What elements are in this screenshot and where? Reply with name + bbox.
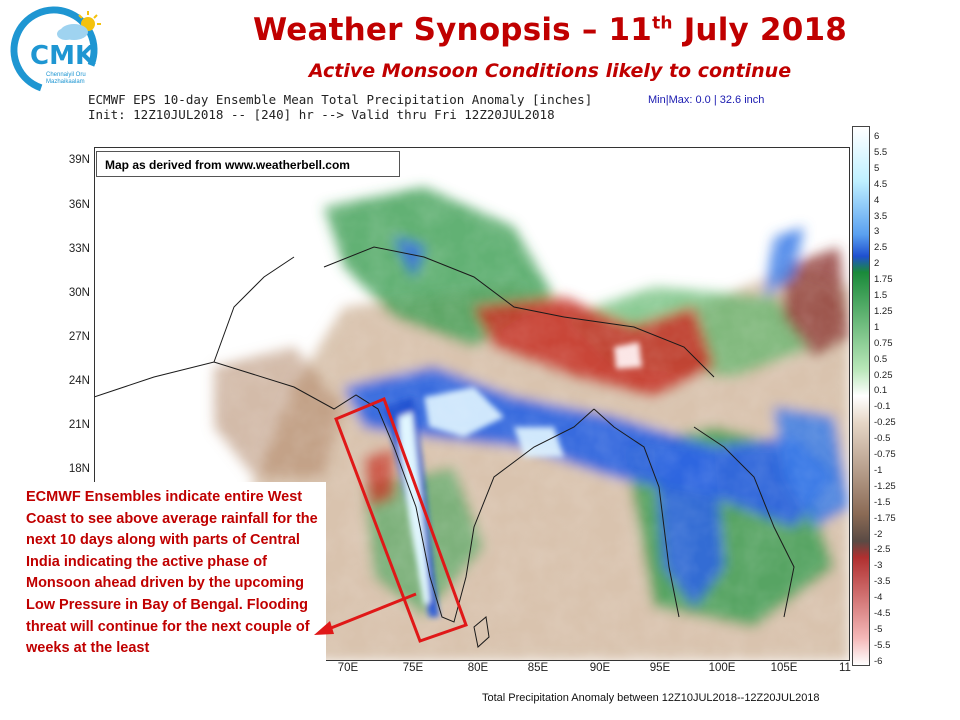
- lon-label: 11: [839, 662, 851, 674]
- colorbar: [852, 126, 870, 666]
- colorbar-label: 3: [874, 226, 880, 238]
- logo-text: CMK: [30, 41, 96, 71]
- colorbar-label: -5: [874, 623, 883, 635]
- map-footer: Total Precipitation Anomaly between 12Z1…: [482, 692, 820, 704]
- colorbar-label: -1.75: [874, 512, 896, 524]
- west-coast-highlight: [334, 397, 468, 643]
- colorbar-label: 4.5: [874, 178, 888, 190]
- map-credit: Map as derived from www.weatherbell.com: [96, 151, 400, 177]
- colorbar-label: 5: [874, 162, 880, 174]
- colorbar-label: -0.75: [874, 449, 896, 460]
- lat-label: 30N: [68, 287, 90, 299]
- page-title: Weather Synopsis – 11th July 2018: [252, 12, 848, 48]
- colorbar-label: -2.5: [874, 544, 891, 556]
- colorbar-label: -1.5: [874, 496, 891, 508]
- lat-label: 21N: [68, 419, 90, 431]
- colorbar-label: 1.75: [874, 274, 893, 286]
- colorbar-label: 1.5: [874, 290, 888, 301]
- colorbar-label: -1: [874, 464, 883, 476]
- colorbar-label: -6: [874, 655, 883, 667]
- colorbar-label: -5.5: [874, 639, 891, 651]
- colorbar-label: 3.5: [874, 210, 888, 222]
- colorbar-label: -4.5: [874, 608, 891, 619]
- colorbar-label: 0.25: [874, 369, 893, 381]
- model-minmax: Min|Max: 0.0 | 32.6 inch: [648, 94, 765, 106]
- colorbar-label: 2.5: [874, 242, 888, 254]
- cmk-logo: CMK Chennaiyil Oru Mazhaikaalam: [10, 6, 101, 94]
- colorbar-label: -0.1: [874, 401, 891, 413]
- colorbar-label: -0.5: [874, 433, 891, 445]
- logo-tagline-2: Mazhaikaalam: [46, 79, 85, 85]
- colorbar-label: 1.25: [874, 305, 893, 317]
- lat-label: 36N: [68, 199, 90, 211]
- colorbar-label: -2: [874, 528, 883, 540]
- colorbar-label: 0.1: [874, 385, 888, 397]
- logo-tagline-1: Chennaiyil Oru: [46, 72, 86, 78]
- precipitation-anomaly-map: [94, 147, 850, 661]
- model-header-line-2: Init: 12Z10JUL2018 -- [240] hr --> Valid…: [88, 107, 555, 122]
- lat-label: 18N: [68, 463, 90, 475]
- colorbar-label: 1: [874, 321, 880, 333]
- coastlines: [94, 246, 795, 648]
- callout-box: [0, 482, 326, 689]
- lat-label: 33N: [68, 243, 90, 255]
- colorbar-label: -3: [874, 560, 883, 572]
- page-subtitle: Active Monsoon Conditions likely to cont…: [308, 60, 792, 82]
- colorbar-label: -0.25: [874, 417, 896, 429]
- lon-label: 85E: [527, 662, 549, 674]
- colorbar-label: -4: [874, 592, 883, 604]
- model-header-line-1: ECMWF EPS 10-day Ensemble Mean Total Pre…: [88, 92, 593, 107]
- colorbar-label: 5.5: [874, 146, 888, 158]
- colorbar-label: 0.75: [874, 337, 893, 349]
- lon-label: 70E: [337, 662, 359, 674]
- colorbar-label: -3.5: [874, 576, 891, 588]
- lon-label: 100E: [708, 662, 736, 674]
- lat-label: 27N: [68, 331, 90, 343]
- colorbar-label: 0.5: [874, 353, 888, 365]
- lon-label: 90E: [589, 662, 611, 674]
- colorbar-label: 6: [874, 131, 880, 142]
- callout-arrow-icon: [314, 592, 417, 635]
- lat-label: 24N: [68, 375, 90, 387]
- lon-label: 105E: [770, 662, 798, 674]
- colorbar-label: -1.25: [874, 480, 896, 492]
- lat-label: 39N: [68, 154, 90, 166]
- lon-label: 95E: [649, 662, 671, 674]
- lon-label: 80E: [467, 662, 489, 674]
- lon-label: 75E: [402, 662, 424, 674]
- colorbar-label: 2: [874, 258, 880, 270]
- colorbar-label: 4: [874, 194, 880, 206]
- callout-text: ECMWF Ensembles indicate entire West Coa…: [26, 489, 318, 657]
